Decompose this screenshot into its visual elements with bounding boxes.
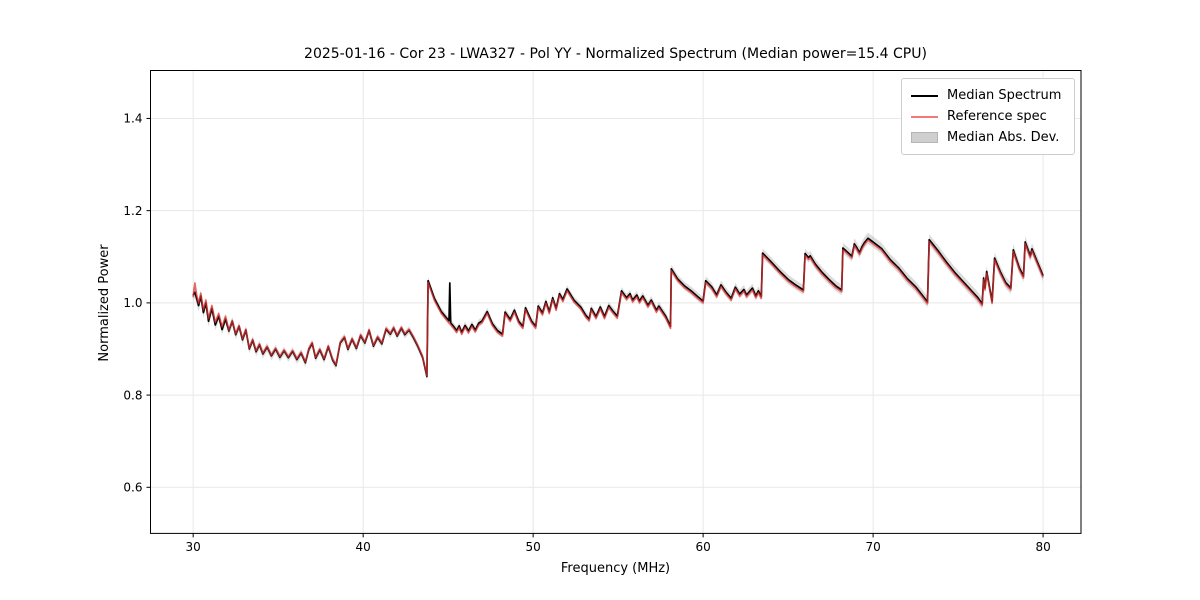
y-axis-label: Normalized Power [97, 244, 112, 362]
y-tick-label: 0.6 [123, 480, 142, 494]
y-tick-label: 1.4 [123, 112, 142, 126]
axes-spines [150, 70, 1082, 534]
legend-label: Median Abs. Dev. [947, 130, 1060, 145]
x-tick-label: 70 [865, 540, 880, 554]
y-tick-label: 1.0 [123, 296, 142, 310]
legend: Median Spectrum Reference spec Median Ab… [901, 78, 1075, 155]
legend-entry-median-abs-dev: Median Abs. Dev. [911, 127, 1065, 148]
legend-label: Median Spectrum [947, 88, 1062, 103]
legend-entry-median-spectrum: Median Spectrum [911, 85, 1065, 106]
x-axis-label: Frequency (MHz) [560, 561, 671, 576]
median-abs-dev-patch-swatch [911, 132, 938, 143]
y-tick-label: 0.8 [123, 388, 142, 402]
legend-entry-reference-spec: Reference spec [911, 106, 1065, 127]
x-tick-label: 60 [695, 540, 710, 554]
median-spectrum-line-swatch [911, 94, 938, 97]
reference-spec-line-swatch [911, 115, 938, 118]
chart-title: 2025-01-16 - Cor 23 - LWA327 - Pol YY - … [304, 46, 927, 62]
y-tick-label: 1.2 [123, 204, 142, 218]
x-tick-label: 50 [525, 540, 540, 554]
legend-label: Reference spec [947, 109, 1047, 124]
reference-spec-line [192, 239, 1044, 377]
x-tick-label: 30 [186, 540, 201, 554]
x-tick-label: 80 [1035, 540, 1050, 554]
x-tick-label: 40 [356, 540, 371, 554]
